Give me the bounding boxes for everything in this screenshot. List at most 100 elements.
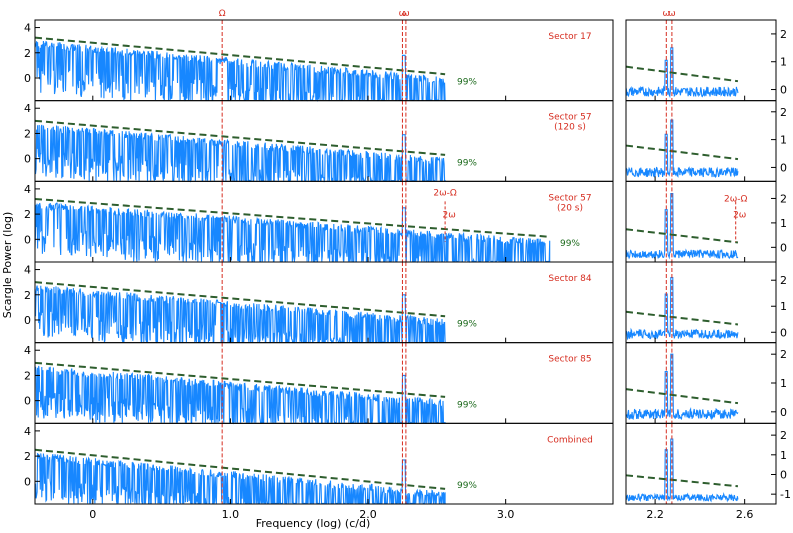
y-tick-label-main: 2 [24,208,31,221]
panel-4: 0 2 4 0 1 2 Sector 84 99% [24,261,787,344]
omega-label-zoom: ω [668,9,676,19]
threshold-line-main [34,361,446,398]
omega-label: ω [402,9,410,19]
threshold-label: 99% [457,78,477,88]
omega-label: ω [399,9,407,19]
x-tick-label-main: 1.0 [222,508,240,521]
y-tick-label-zoom: 1 [780,134,787,147]
threshold-line-zoom [625,310,739,326]
y-tick-label-main: 0 [24,153,31,166]
sector-label: Sector 84 [548,274,592,284]
y-tick-label-main: 2 [24,127,31,140]
spectrum-line-zoom [625,119,739,179]
spectrum-line-main [34,285,446,344]
y-tick-label-zoom: 1 [780,56,787,69]
y-tick-label-zoom: 1 [780,217,787,230]
sector-label: (20 s) [557,203,583,213]
sector-label: Sector 57 [548,113,591,123]
spectrum-line-main [34,453,446,505]
zoom-plot-frame [625,422,777,505]
y-tick-label-zoom: 2 [780,429,787,442]
y-tick-label-main: 2 [24,369,31,382]
y-tick-label-main: 4 [24,264,31,277]
y-tick-label-main: 4 [24,344,31,357]
panel-2: 0 2 4 0 1 2 Sector 57(120 s) 99% [24,100,787,183]
threshold-line-main [34,36,446,76]
y-tick-label-main: 4 [24,425,31,438]
threshold-label: 99% [560,239,580,249]
y-tick-label-zoom: 2 [780,274,787,287]
threshold-line-main [34,119,446,156]
y-tick-label-zoom: 1 [780,300,787,313]
y-tick-label-zoom: 2 [780,28,787,41]
y-tick-label-zoom: 1 [780,449,787,462]
sector-label: Sector 17 [548,32,591,42]
x-tick-label-zoom: 2.6 [736,508,754,521]
threshold-line-main [34,197,550,238]
threshold-line-zoom [625,144,739,161]
y-tick-label-main: 2 [24,289,31,302]
y-tick-label-zoom: 0 [780,241,787,254]
y-tick-label-main: 4 [24,183,31,196]
spectrum-line-main [34,365,446,425]
spectrum-line-main [34,202,551,264]
threshold-label: 99% [457,481,477,491]
x-tick-label-main: 0 [89,508,96,521]
sector-label: Sector 85 [548,355,591,365]
omega-cap-label: Ω [219,9,226,19]
y-tick-label-zoom: -1 [780,488,791,501]
y-tick-label-zoom: 2 [780,106,787,119]
spectrum-line-zoom [625,353,739,421]
y-axis-title: Scargle Power (log) [1,212,14,319]
x-tick-label-main: 2.0 [359,508,377,521]
spectrum-line-zoom [625,193,739,260]
x-tick-label-main: 3.0 [497,508,515,521]
threshold-line-zoom [625,65,739,83]
y-tick-label-main: 0 [24,475,31,488]
y-tick-label-main: 0 [24,395,31,408]
spectrum-line-main [34,124,446,183]
y-tick-label-zoom: 0 [780,468,787,481]
sector-label: Sector 57 [548,193,591,203]
y-tick-label-zoom: 0 [780,84,787,97]
sector-label: (120 s) [554,123,586,133]
y-tick-label-zoom: 0 [780,326,787,339]
y-tick-label-zoom: 1 [780,377,787,390]
y-tick-label-zoom: 0 [780,161,787,174]
panel-6: 0 2 4 -1 0 1 2 Combined 99% 0 1.0 2.0 3.0 2.2 2.6 [24,422,791,521]
y-tick-label-zoom: 2 [780,348,787,361]
spectrum-line-main [34,40,446,103]
y-tick-label-main: 2 [24,47,31,60]
main-plot-frame [34,422,614,505]
x-axis-title: Frequency (log) (c/d) [256,517,371,530]
y-tick-label-main: 0 [24,233,31,246]
y-tick-label-main: 2 [24,450,31,463]
threshold-line-main [34,281,446,318]
harmonic-label-main: 2ω-Ω [433,188,457,198]
omega-label-zoom: ω [663,9,671,19]
threshold-line-main [34,448,446,490]
y-tick-label-main: 0 [24,72,31,85]
panel-3: 0 2 4 0 1 2 Sector 57(20 s) 99% 2ω-Ω 2ω 2ω-Ω 2ω [24,180,787,264]
spectrum-line-zoom [625,438,739,503]
threshold-label: 99% [457,320,477,330]
y-tick-label-main: 4 [24,22,31,35]
sector-label: Combined [547,435,593,445]
y-tick-label-zoom: 0 [780,406,787,419]
threshold-line-zoom [625,388,739,405]
zoom-plot-frame [625,261,777,344]
spectrum-line-zoom [625,277,739,341]
spectrum-line-zoom [625,47,739,99]
zoom-plot-frame [625,342,777,424]
y-tick-label-zoom: 2 [780,192,787,205]
harmonic2-label-zoom: 2ω [733,210,746,220]
threshold-label: 99% [457,400,477,410]
panel-5: 0 2 4 0 1 2 Sector 85 99% [24,342,787,425]
threshold-label: 99% [457,158,477,168]
x-tick-label-zoom: 2.2 [646,508,664,521]
y-tick-label-main: 0 [24,314,31,327]
y-tick-label-main: 4 [24,102,31,115]
